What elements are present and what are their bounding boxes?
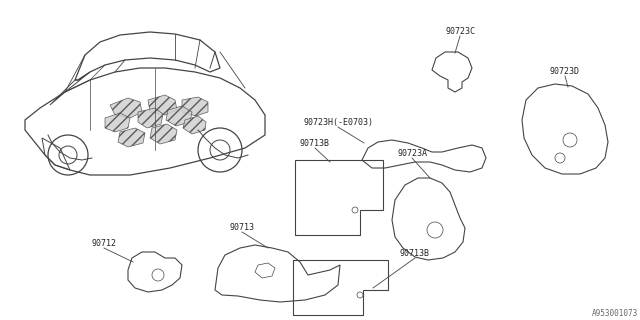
Polygon shape <box>150 124 177 144</box>
Text: 90713: 90713 <box>230 223 255 232</box>
Text: 90723C: 90723C <box>445 27 475 36</box>
Polygon shape <box>166 106 192 126</box>
Polygon shape <box>182 97 208 116</box>
Polygon shape <box>110 98 142 118</box>
Polygon shape <box>105 113 130 132</box>
Text: A953001073: A953001073 <box>592 309 638 318</box>
Polygon shape <box>118 128 145 147</box>
Text: 90723D: 90723D <box>550 67 580 76</box>
Text: 90713B: 90713B <box>400 249 430 258</box>
Text: 90712: 90712 <box>92 239 116 248</box>
Text: 90713B: 90713B <box>300 139 330 148</box>
Polygon shape <box>183 116 206 134</box>
Polygon shape <box>138 108 163 128</box>
Text: 90723A: 90723A <box>397 149 427 158</box>
Text: 90723H(-E0703): 90723H(-E0703) <box>303 118 373 127</box>
Polygon shape <box>148 95 177 115</box>
